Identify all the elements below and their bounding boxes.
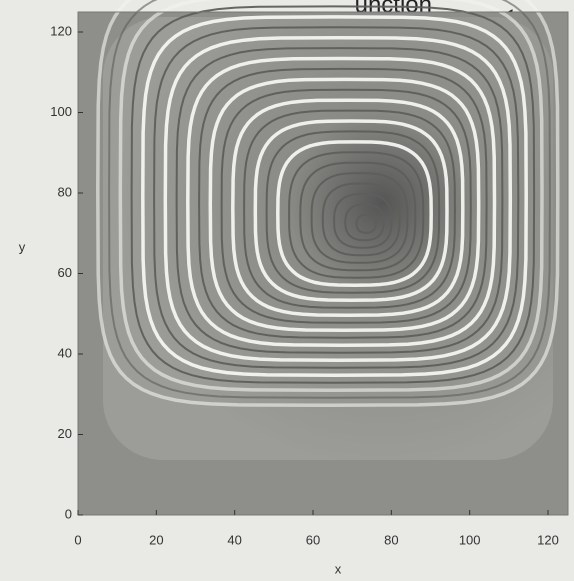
y-tick-label: 40 <box>58 345 72 360</box>
x-tick-label: 40 <box>227 532 241 547</box>
x-tick-label: 80 <box>384 532 398 547</box>
plot-area <box>78 0 568 515</box>
page: unction t = 1 y x 0204060801001200204060… <box>0 0 574 581</box>
y-tick-label: 20 <box>58 426 72 441</box>
x-tick-label: 120 <box>537 532 559 547</box>
chart: unction t = 1 y x 0204060801001200204060… <box>0 0 574 581</box>
x-tick-label: 0 <box>74 532 81 547</box>
x-axis-label: x <box>335 561 342 576</box>
x-tick-label: 100 <box>459 532 481 547</box>
y-tick-label: 100 <box>50 104 72 119</box>
x-tick-label: 20 <box>149 532 163 547</box>
y-tick-label: 60 <box>58 265 72 280</box>
y-tick-label: 120 <box>50 23 72 38</box>
y-tick-label: 80 <box>58 184 72 199</box>
y-axis-label: y <box>19 239 26 254</box>
x-tick-label: 60 <box>306 532 320 547</box>
y-tick-label: 0 <box>65 506 72 521</box>
